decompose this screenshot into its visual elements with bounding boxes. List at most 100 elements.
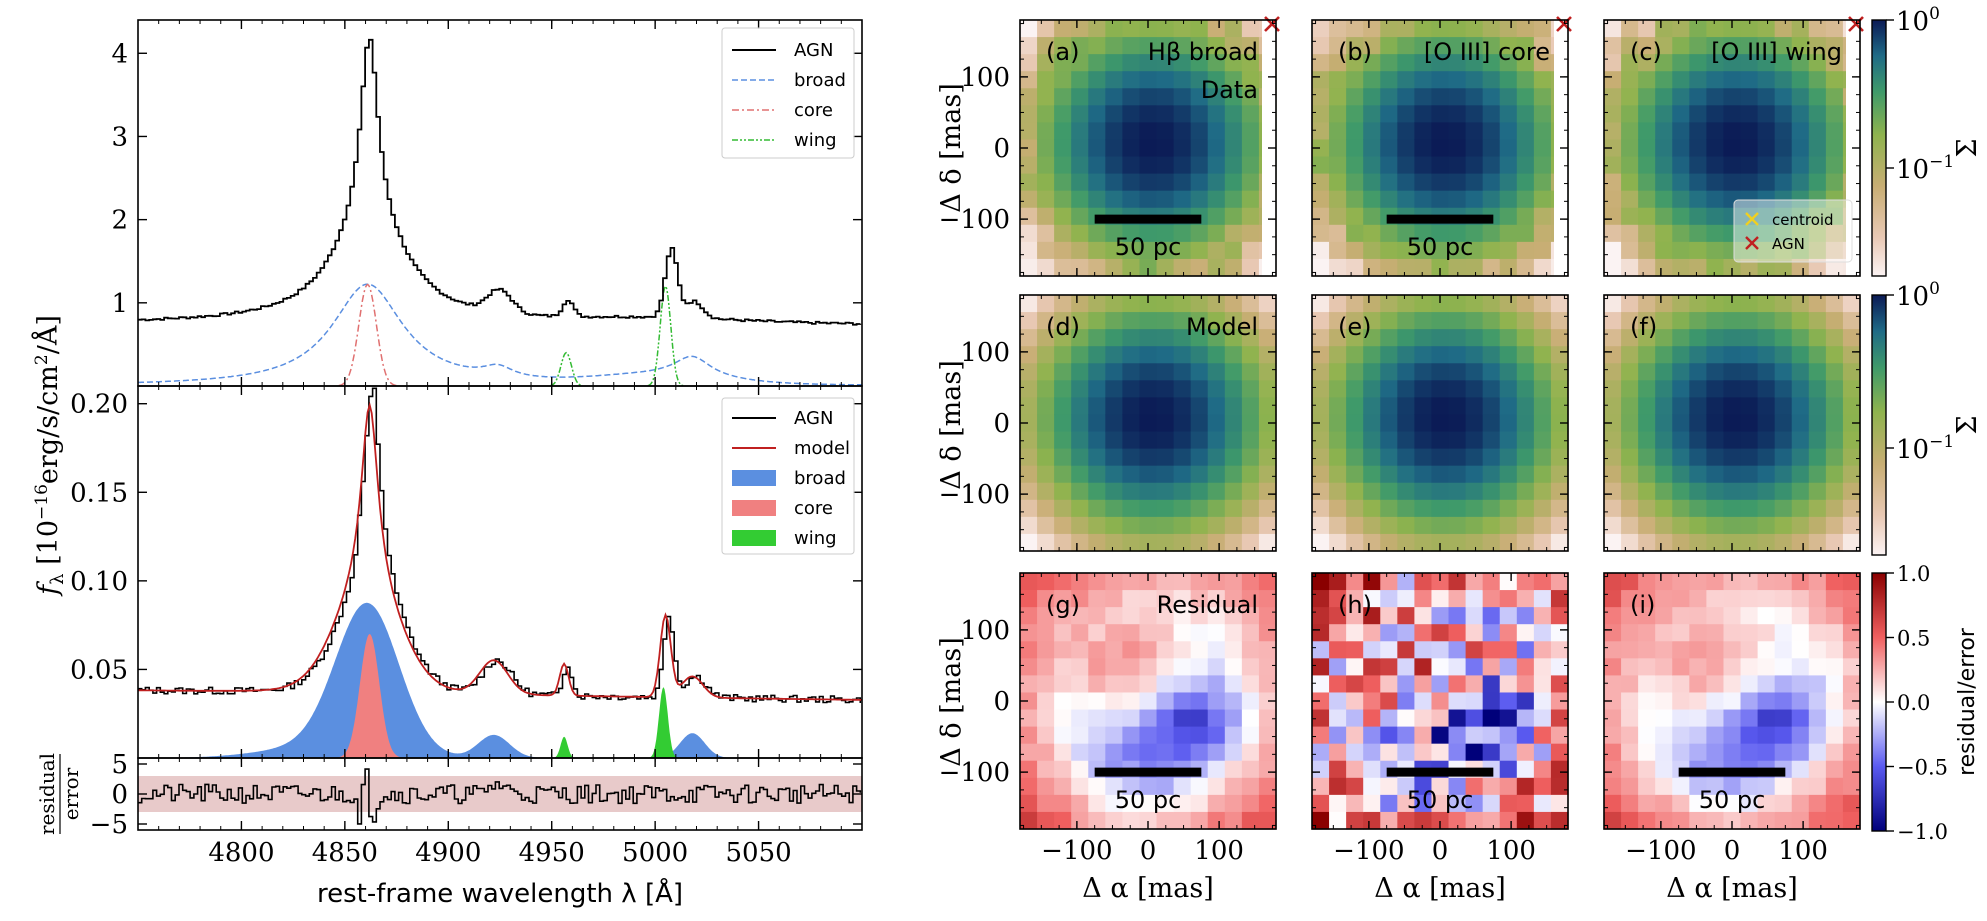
map-pixel — [1689, 465, 1707, 484]
map-pixel — [1448, 743, 1467, 762]
map-pixel — [1499, 431, 1518, 450]
map-pixel — [1139, 641, 1158, 659]
map-pixel — [1346, 692, 1364, 711]
map-pixel — [1020, 139, 1038, 158]
map-pixel — [1156, 482, 1175, 501]
map-pixel — [1363, 675, 1381, 694]
map-pixel — [1258, 295, 1277, 313]
map-pixel — [1604, 590, 1622, 608]
map-pixel — [1431, 346, 1450, 364]
map-pixel — [1173, 431, 1192, 450]
map-pixel — [1482, 431, 1501, 450]
map-pixel — [1329, 241, 1347, 260]
map-pixel — [1122, 329, 1141, 347]
map-pixel — [1156, 414, 1175, 433]
map-pixel — [1482, 258, 1501, 277]
map-pixel — [1071, 658, 1089, 676]
map-pixel — [1088, 122, 1106, 141]
map-pixel — [1122, 573, 1141, 591]
map-pixel — [1207, 54, 1226, 72]
map-pixel — [1550, 295, 1569, 313]
map-pixel — [1346, 312, 1364, 330]
map-pixel — [1173, 346, 1192, 364]
map-pixel — [1638, 692, 1656, 711]
map-pixel — [1312, 122, 1330, 141]
map-pixel — [1207, 692, 1226, 711]
map-pixel — [1190, 624, 1209, 642]
map-pixel — [1380, 156, 1398, 175]
map-pixel — [1638, 760, 1656, 779]
map-pixel — [1173, 71, 1192, 89]
map-pixel — [1723, 533, 1742, 552]
map-pixel — [1105, 811, 1123, 830]
map-pixel — [1638, 726, 1656, 745]
map-pixel — [1499, 329, 1518, 347]
map-pixel — [1363, 105, 1381, 123]
map-pixel — [1482, 380, 1501, 398]
map-pixel — [1482, 71, 1501, 89]
map-pixel — [1088, 624, 1106, 642]
map-pixel — [1740, 88, 1759, 106]
map-pixel — [1808, 465, 1827, 484]
map-pixel — [1173, 692, 1192, 711]
map-pixel — [1465, 811, 1484, 830]
map-pixel — [1689, 207, 1707, 226]
map-y-tick-label: 0 — [993, 409, 1010, 439]
map-pixel — [1740, 173, 1759, 192]
map-pixel — [1173, 173, 1192, 192]
map-pixel — [1655, 156, 1673, 175]
map-pixel — [1088, 20, 1106, 38]
map-pixel — [1020, 431, 1038, 450]
map-pixel — [1808, 156, 1827, 175]
map-panel-i: −100 0 100(i)50 pc — [1603, 572, 1861, 866]
map-pixel — [1020, 329, 1038, 347]
map-pixel — [1397, 641, 1415, 659]
map-pixel — [1499, 624, 1518, 642]
panel-title: Hβ broad — [1148, 38, 1258, 66]
map-pixel — [1139, 380, 1158, 398]
map-pixel — [1842, 743, 1861, 762]
map-pixel — [1672, 295, 1690, 313]
map-pixel — [1533, 658, 1552, 676]
map-pixel — [1346, 624, 1364, 642]
map-pixel — [1706, 241, 1725, 260]
map-pixel — [1499, 777, 1518, 796]
map-pixel — [1414, 658, 1433, 676]
map-pixel — [1482, 533, 1501, 552]
map-pixel — [1020, 641, 1038, 659]
map-pixel — [1414, 607, 1433, 625]
map-pixel — [1156, 709, 1175, 728]
map-pixel — [1757, 607, 1776, 625]
map-pixel — [1173, 329, 1192, 347]
map-pixel — [1499, 397, 1518, 416]
map-pixel — [1808, 122, 1827, 141]
map-pixel — [1689, 363, 1707, 381]
map-pixel — [1054, 777, 1072, 796]
map-pixel — [1037, 380, 1055, 398]
map-pixel — [1139, 726, 1158, 745]
map-pixel — [1655, 88, 1673, 106]
map-pixel — [1431, 139, 1450, 158]
map-pixel — [1689, 414, 1707, 433]
map-pixel — [1550, 380, 1569, 398]
map-panel-h: −100 0 100(h)50 pc — [1311, 572, 1569, 866]
map-pixel — [1706, 692, 1725, 711]
map-pixel — [1672, 20, 1690, 38]
map-pixel — [1706, 295, 1725, 313]
map-pixel — [1224, 709, 1243, 728]
map-pixel — [1071, 346, 1089, 364]
map-pixel — [1071, 207, 1089, 226]
map-pixel — [1621, 54, 1639, 72]
map-pixel — [1088, 224, 1106, 243]
map-pixel — [1774, 414, 1793, 433]
map-pixel — [1774, 516, 1793, 535]
map-pixel — [1516, 363, 1535, 381]
map-pixel — [1241, 139, 1260, 158]
map-pixel — [1054, 329, 1072, 347]
map-pixel — [1689, 295, 1707, 313]
map-pixel — [1414, 241, 1433, 260]
map-pixel — [1346, 329, 1364, 347]
map-pixel — [1842, 794, 1861, 813]
panel-letter: (e) — [1338, 313, 1372, 341]
map-pixel — [1791, 71, 1810, 89]
